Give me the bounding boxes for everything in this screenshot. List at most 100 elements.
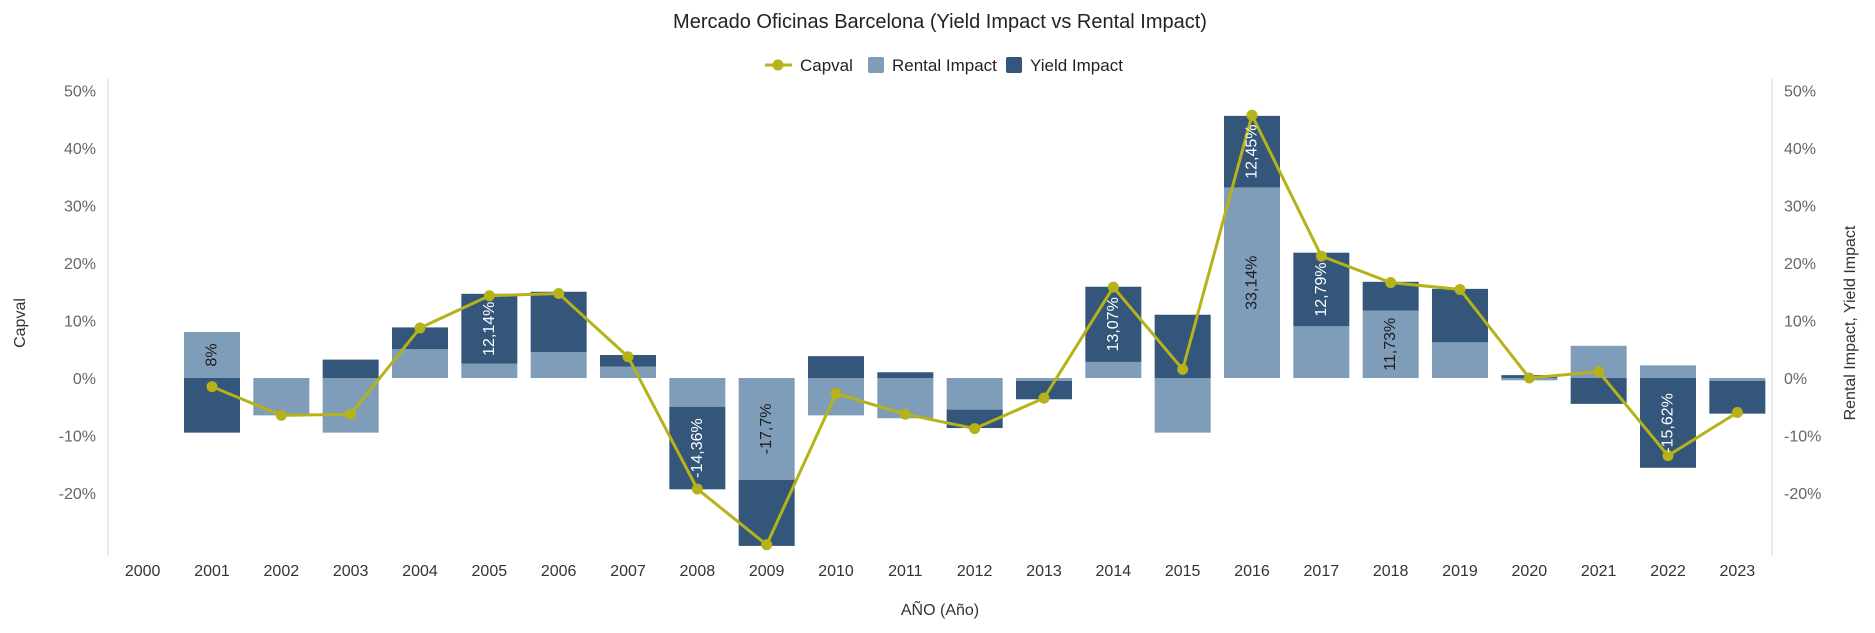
rental-bar (253, 378, 310, 416)
data-label: 11,73% (1382, 318, 1399, 371)
legend-yield-label: Yield Impact (1030, 56, 1123, 75)
rental-bar (669, 378, 726, 407)
bars (184, 115, 1766, 546)
rental-bar (1432, 342, 1488, 378)
capval-point (1523, 372, 1535, 384)
capval-point (1177, 363, 1189, 375)
x-tick-label: 2000 (125, 563, 161, 580)
x-tick-label: 2013 (1026, 563, 1062, 580)
y-tick-left: -10% (59, 429, 96, 446)
yield-bar (322, 359, 379, 378)
legend-rental-label: Rental Impact (892, 56, 997, 75)
x-tick-label: 2003 (333, 563, 369, 580)
capval-point (691, 483, 703, 495)
capval-point (206, 381, 218, 393)
rental-bar (530, 352, 587, 378)
x-tick-label: 2014 (1096, 563, 1132, 580)
y-tick-left: 0% (73, 371, 96, 388)
capval-point (414, 322, 426, 334)
yield-bar (808, 356, 864, 378)
legend-rental-swatch (868, 57, 884, 73)
capval-point (1246, 109, 1258, 121)
capval-point (761, 539, 773, 551)
capval-point (1593, 366, 1605, 378)
x-tick-label: 2017 (1304, 563, 1340, 580)
y-tick-right: -10% (1784, 429, 1821, 446)
x-tick-label: 2011 (888, 563, 923, 580)
capval-point (830, 388, 842, 400)
y-tick-right: 10% (1784, 314, 1816, 331)
rental-bar (1709, 378, 1766, 381)
legend-capval-marker (772, 59, 784, 71)
data-label: 8% (204, 343, 221, 366)
axes: 50% 50% 40% 40% 30% 30% 20% 20% 10% 10% 0% 0% -10% -1… (59, 79, 1821, 580)
x-tick-label: 2002 (264, 563, 300, 580)
capval-point (1385, 277, 1397, 289)
capval-point (553, 287, 565, 299)
x-tick-label: 2007 (610, 563, 646, 580)
x-tick-label: 2012 (957, 563, 993, 580)
y-tick-right: 0% (1784, 371, 1807, 388)
rental-bar (1362, 310, 1419, 378)
capval-point (622, 351, 634, 363)
y-tick-left: 20% (64, 256, 96, 273)
legend-item-capval[interactable]: Capval (765, 56, 853, 75)
y-tick-right: 20% (1784, 256, 1816, 273)
legend-capval-label: Capval (800, 56, 853, 75)
rental-bar (322, 378, 379, 433)
y-tick-left: -20% (59, 486, 96, 503)
rental-bar (392, 349, 448, 378)
x-tick-label: 2018 (1373, 563, 1409, 580)
rental-bar (1224, 187, 1280, 378)
data-label: -17,7% (758, 404, 775, 455)
yield-bar (530, 291, 587, 353)
data-label: -14,36% (689, 418, 706, 478)
rental-bar (946, 378, 1003, 410)
yield-bar (877, 372, 934, 378)
x-tick-label: 2016 (1234, 563, 1270, 580)
legend-item-yield-impact[interactable]: Yield Impact (1006, 56, 1123, 75)
capval-point (1038, 392, 1050, 404)
data-label: 33,14% (1244, 256, 1261, 310)
capval-point (1454, 283, 1466, 295)
data-label: 13,07% (1105, 297, 1122, 351)
yield-bar (1016, 380, 1072, 400)
y-tick-left: 50% (64, 84, 96, 101)
data-label: 12,45% (1244, 125, 1261, 179)
capval-point (1662, 450, 1674, 462)
y-tick-right: 30% (1784, 199, 1816, 216)
rental-bar (1154, 378, 1211, 433)
data-label: -15,62% (1660, 393, 1677, 453)
rental-bar (1293, 326, 1350, 378)
rental-bar (184, 332, 240, 378)
y-axis-left-title: Capval (12, 298, 29, 348)
capval-point (1107, 281, 1119, 293)
y-tick-right: -20% (1784, 486, 1821, 503)
yield-bar (1293, 252, 1350, 327)
chart-title: Mercado Oficinas Barcelona (Yield Impact… (673, 11, 1207, 33)
rental-bar (1640, 365, 1696, 378)
capval-point (345, 408, 357, 420)
yield-bar (738, 479, 795, 546)
legend: Capval Rental Impact Yield Impact (765, 56, 1123, 75)
yield-bar (669, 406, 726, 490)
x-tick-label: 2021 (1581, 563, 1617, 580)
y-tick-right: 40% (1784, 141, 1816, 158)
capval-point (899, 408, 911, 420)
capval-point (1731, 407, 1743, 418)
legend-item-rental-impact[interactable]: Rental Impact (868, 56, 997, 75)
x-tick-label: 2006 (541, 563, 577, 580)
x-tick-label: 2010 (818, 563, 854, 580)
rental-bar (1085, 361, 1142, 378)
y-axis-right-title: Rental Impact, Yield Impact (1842, 225, 1859, 420)
rental-bar (1016, 378, 1072, 381)
rental-bar (461, 363, 518, 378)
data-labels: 8% 12,14% -14,36% -17,7% 13,07% 33,14% 12,45% 1… (204, 125, 1677, 478)
x-tick-label: 2009 (749, 563, 785, 580)
legend-yield-swatch (1006, 57, 1022, 73)
capval-point (483, 290, 495, 302)
capval-line-series (206, 109, 1743, 551)
x-tick-label: 2020 (1512, 563, 1548, 580)
x-tick-label: 2019 (1442, 563, 1478, 580)
